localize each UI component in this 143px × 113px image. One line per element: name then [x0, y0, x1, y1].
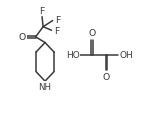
Text: OH: OH	[119, 51, 133, 60]
Text: O: O	[103, 73, 110, 82]
Text: HO: HO	[66, 51, 79, 60]
Text: F: F	[55, 16, 60, 25]
Text: O: O	[19, 33, 26, 42]
Text: F: F	[54, 27, 59, 35]
Text: F: F	[39, 7, 45, 16]
Text: NH: NH	[38, 82, 51, 91]
Text: O: O	[89, 29, 96, 38]
